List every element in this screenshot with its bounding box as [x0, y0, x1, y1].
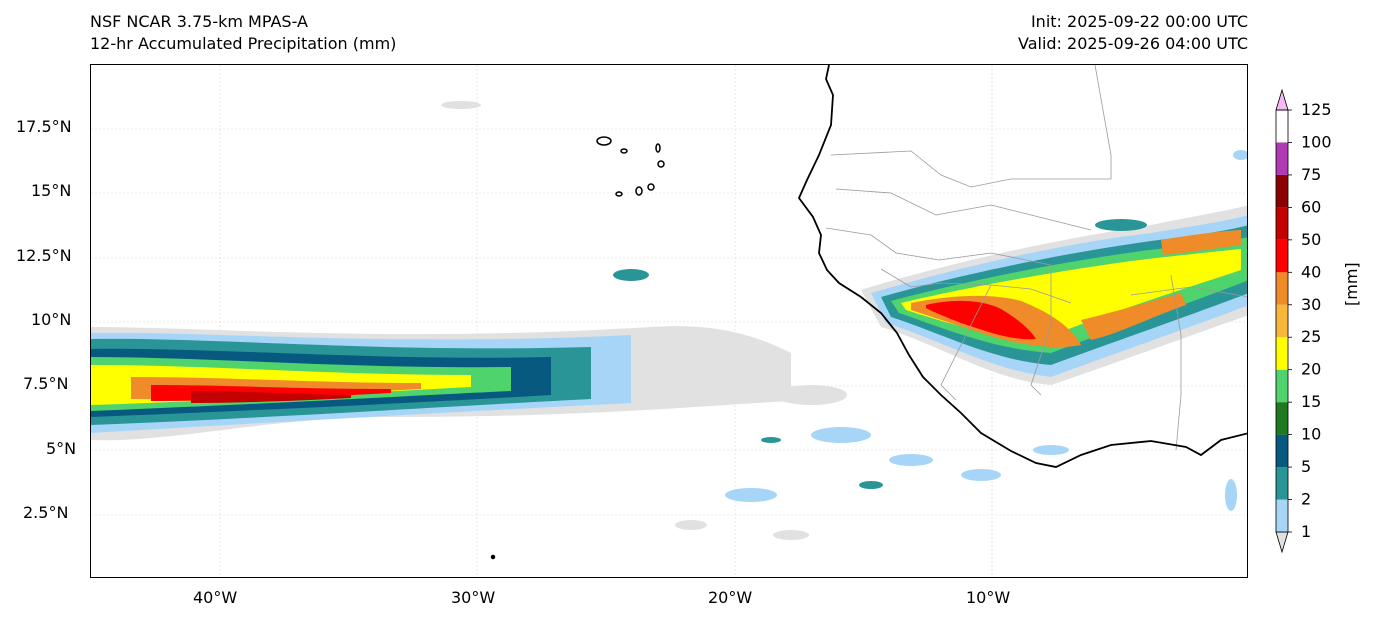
lat-tick-label: 15°N: [31, 181, 72, 200]
colorbar-tick-label: 100: [1301, 132, 1332, 151]
map-title: NSF NCAR 3.75-km MPAS-A 12-hr Accumulate…: [90, 11, 396, 55]
init-time: Init: 2025-09-22 00:00 UTC: [1030, 12, 1248, 31]
colorbar-swatch: [1276, 369, 1288, 403]
colorbar-tick-label: 15: [1301, 392, 1321, 411]
colorbar-tick-label: 125: [1301, 100, 1332, 119]
colorbar-swatch: [1276, 499, 1288, 532]
model-name: NSF NCAR 3.75-km MPAS-A: [90, 12, 308, 31]
precip-land-system: [861, 205, 1247, 385]
colorbar-extend-max: [1275, 88, 1289, 111]
colorbar-swatch: [1276, 467, 1288, 500]
lat-tick-label: 12.5°N: [16, 246, 72, 265]
coastline: [797, 65, 1247, 468]
colorbar-tick-label: 60: [1301, 197, 1321, 216]
colorbar-swatch: [1276, 337, 1288, 370]
colorbar-swatch: [1276, 174, 1288, 208]
lon-tick-label: 10°W: [966, 588, 1011, 607]
colorbar-tick-label: 1: [1301, 522, 1311, 541]
precip-scattered-cells: [441, 101, 1247, 540]
colorbar-unit-label: [mm]: [1342, 262, 1361, 306]
colorbar-tick-label: 50: [1301, 230, 1321, 249]
colorbar-swatch: [1276, 239, 1288, 273]
colorbar-tick-label: 40: [1301, 262, 1321, 281]
lat-tick-label: 17.5°N: [16, 117, 72, 136]
colorbar-swatch: [1276, 207, 1288, 240]
colorbar-swatch: [1276, 272, 1288, 305]
lon-tick-label: 30°W: [451, 588, 496, 607]
valid-time: Valid: 2025-09-26 04:00 UTC: [1017, 34, 1248, 53]
lat-tick-label: 10°N: [31, 310, 72, 329]
lat-tick-label: 7.5°N: [23, 374, 69, 393]
precipitation-map: [90, 64, 1248, 578]
field-name: 12-hr Accumulated Precipitation (mm): [90, 34, 397, 53]
lat-tick-label: 5°N: [46, 439, 77, 458]
colorbar-tick-label: 5: [1301, 457, 1311, 476]
colorbar-swatch: [1276, 304, 1288, 338]
colorbar-extend-min: [1275, 531, 1289, 554]
time-info: Init: 2025-09-22 00:00 UTC Valid: 2025-0…: [1018, 11, 1248, 55]
colorbar-tick-label: 20: [1301, 360, 1321, 379]
map-canvas: [91, 65, 1247, 577]
colorbar-swatch: [1276, 402, 1288, 435]
colorbar-tick-label: 10: [1301, 425, 1321, 444]
lon-tick-label: 40°W: [193, 588, 238, 607]
lon-tick-label: 20°W: [708, 588, 753, 607]
colorbar-tick-label: 30: [1301, 295, 1321, 314]
colorbar-swatch: [1276, 434, 1288, 468]
colorbar-tick-label: 2: [1301, 490, 1311, 509]
colorbar-swatch: [1276, 142, 1288, 175]
country-borders: [825, 65, 1247, 451]
colorbar-tick-label: 75: [1301, 165, 1321, 184]
lat-tick-label: 2.5°N: [23, 503, 69, 522]
cape-verde-islands: [490, 136, 665, 560]
colorbar-outline: [1275, 109, 1289, 533]
colorbar-tick-label: 25: [1301, 327, 1321, 346]
precip-itcz-band: [91, 326, 791, 441]
